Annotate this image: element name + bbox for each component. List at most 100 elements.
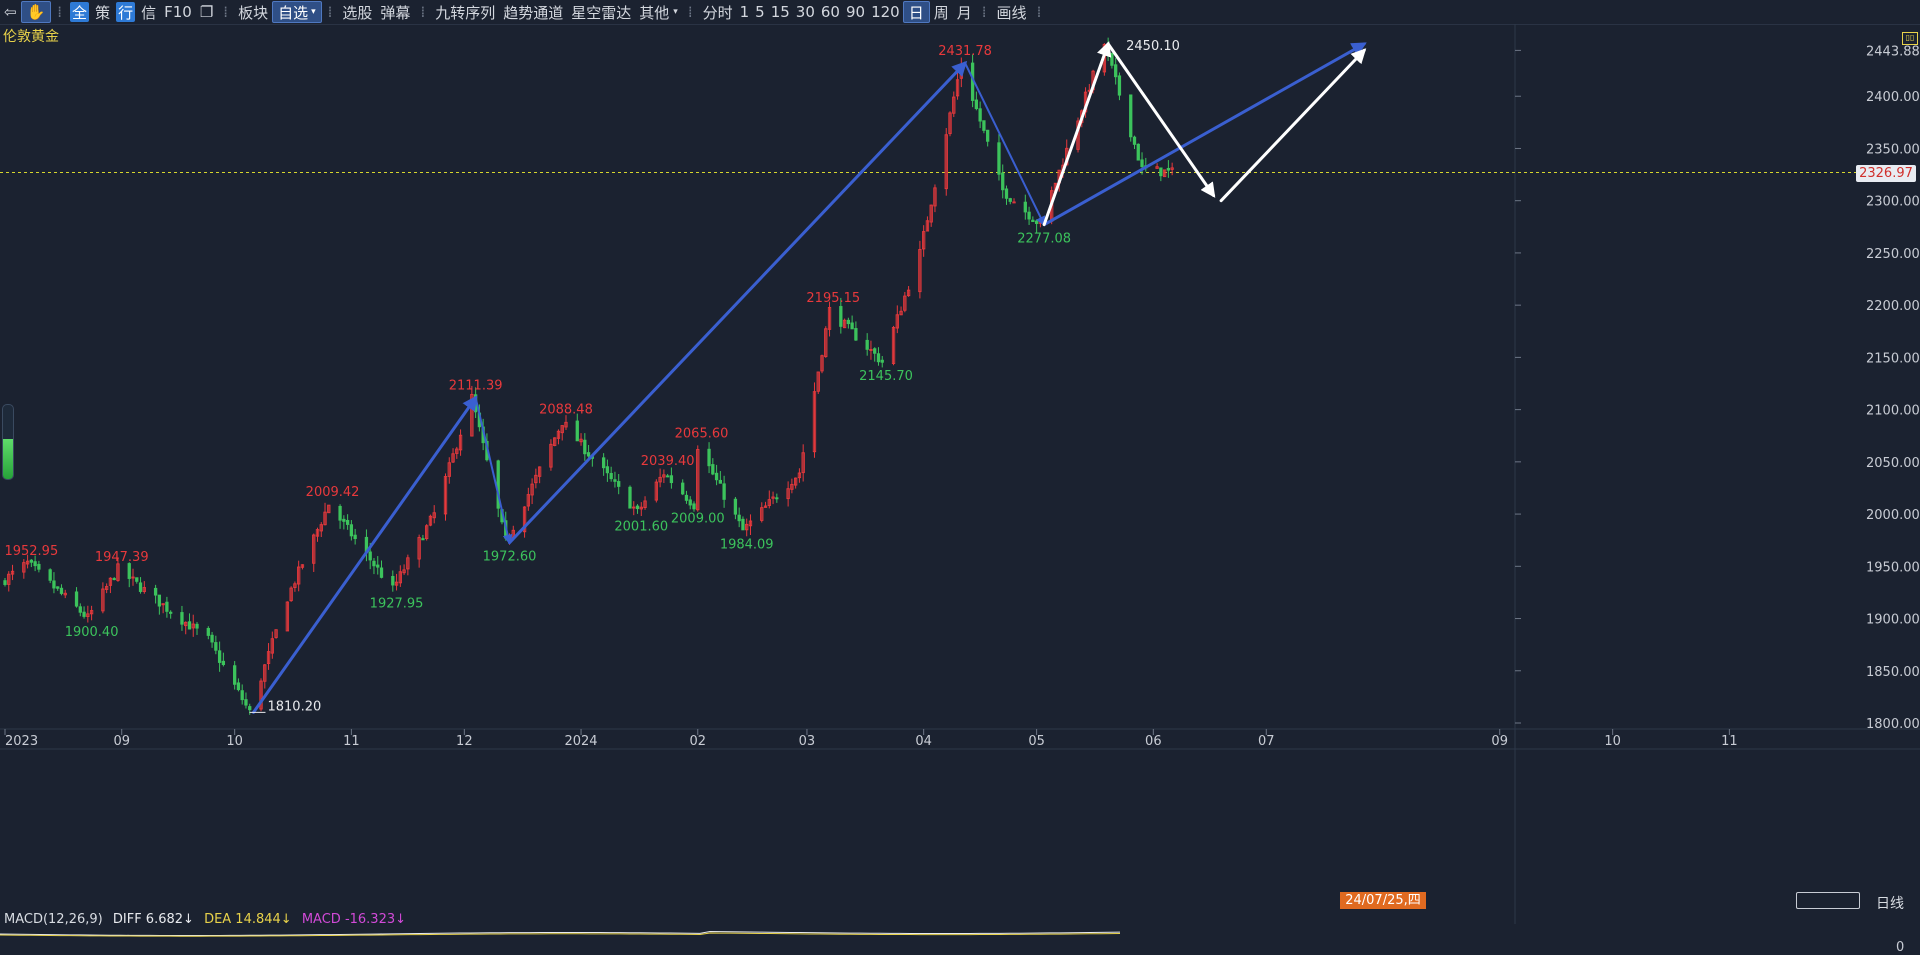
candle-body [748, 520, 753, 527]
candle-body [1114, 64, 1118, 78]
candle-body [794, 477, 798, 486]
panel-toggle-icon[interactable]: ▯▯ [1902, 32, 1918, 45]
period-5min[interactable]: 5 [755, 3, 765, 21]
toolbar-item-all[interactable]: 全 [70, 2, 90, 22]
period-90min[interactable]: 90 [845, 3, 866, 21]
candle-body [1117, 75, 1122, 96]
toolbar-item-market[interactable]: 行 [116, 2, 136, 22]
candle-body [187, 621, 192, 630]
toolbar-item-nine-turn[interactable]: 九转序列 [435, 3, 496, 22]
toolbar-item-info[interactable]: 信 [141, 3, 157, 22]
candle-body [1023, 201, 1027, 213]
toolbar-item-stock-picker[interactable]: 选股 [342, 3, 373, 22]
toolbar-item-trend-channel[interactable]: 趋势通道 [503, 3, 564, 22]
candle-body [33, 561, 37, 567]
candle-body [662, 474, 666, 478]
period-1min[interactable]: 1 [739, 3, 750, 21]
toolbar-item-other[interactable]: 其他 ▾ [635, 2, 682, 22]
toolbar-item-sector[interactable]: 板块 [238, 3, 269, 22]
left-scroll-slider[interactable] [2, 404, 14, 480]
candle-body [52, 580, 56, 589]
price-chart[interactable]: 1952.95 1900.40 1947.39 1810.20 2009.42 1927.… [0, 24, 1920, 955]
date-tick-label: 11 [1721, 734, 1738, 749]
toolbar-separator: ⁞ [223, 3, 229, 21]
toolbar-separator: ⁞ [420, 3, 426, 21]
candle-body [1166, 167, 1171, 171]
candle-body [824, 328, 828, 357]
candle-body [112, 578, 116, 581]
candle-body [575, 420, 579, 442]
candle-body [763, 505, 768, 508]
candle-body [391, 575, 395, 586]
period-month[interactable]: 月 [956, 3, 972, 22]
price-tick-label: 1900.00 [1866, 613, 1920, 628]
toolbar-item-star-radar[interactable]: 星空雷达 [571, 3, 632, 22]
candle-body [707, 448, 711, 467]
candle-body [1129, 94, 1133, 138]
candle-body [394, 581, 399, 586]
candle-body [929, 204, 933, 223]
candle-body [184, 621, 188, 627]
candle-body [692, 503, 696, 510]
candle-body [105, 586, 109, 590]
candle-body [1004, 188, 1009, 199]
instrument-name: 伦敦黄金 [3, 28, 59, 45]
candle-body [1001, 172, 1005, 191]
toolbar-item-danmaku[interactable]: 弹幕 [380, 3, 411, 22]
candle-body [925, 220, 930, 232]
price-tick-label: 1950.00 [1866, 560, 1920, 575]
date-tick-label: 12 [456, 734, 473, 749]
watchlist-dropdown[interactable]: 自选 ▾ [272, 1, 322, 23]
window-icon[interactable]: ❐ [199, 3, 214, 21]
date-tick-label: 10 [226, 734, 243, 749]
toolbar-item-f10[interactable]: F10 [164, 3, 192, 21]
macd-value: MACD -16.323↓ [301, 912, 407, 927]
candle-body [1170, 167, 1174, 170]
candle-body [556, 430, 561, 439]
timeline-scroll-thumb[interactable] [1796, 892, 1860, 909]
macd-header: MACD(12,26,9) DIFF 6.682↓ DEA 14.844↓ MA… [4, 912, 412, 930]
toolbar-item-draw-line[interactable]: 画线 [996, 3, 1027, 22]
candle-body [101, 588, 105, 612]
candle-body [1155, 166, 1159, 169]
candle-body [428, 515, 433, 526]
period-week[interactable]: 周 [933, 3, 949, 22]
candle-body [376, 564, 380, 568]
macd-title: MACD(12,26,9) [4, 912, 103, 927]
date-tick-label: 09 [1491, 734, 1508, 749]
candle-body [537, 466, 542, 477]
candle-body [312, 534, 316, 564]
back-icon[interactable]: ⇦ [4, 3, 17, 21]
date-tick-label: 10 [1604, 734, 1621, 749]
projection-arrow [1219, 48, 1367, 203]
price-annotation: 1972.60 [483, 550, 537, 565]
candle-body [59, 587, 64, 594]
candle-body [1034, 220, 1039, 224]
date-tick-label: 05 [1028, 734, 1045, 749]
projection-arrow [1106, 42, 1216, 198]
period-15min[interactable]: 15 [770, 3, 790, 21]
candle-body [297, 566, 301, 585]
toolbar-item-strategy[interactable]: 策 [95, 3, 111, 22]
candle-body [775, 497, 779, 500]
left-slider-fill [3, 439, 13, 479]
candle-body [37, 563, 41, 570]
candle-body [617, 481, 621, 487]
period-day[interactable]: 日 [902, 1, 930, 23]
candle-body [665, 475, 670, 478]
macd-zero-label: 0 [1896, 940, 1905, 955]
candle-body [135, 577, 139, 582]
candle-body [553, 437, 557, 446]
trend-arrow [964, 62, 1046, 227]
date-tick-label: 03 [799, 734, 816, 749]
toolbar: ⇦ ✋ ⁞ 全 策 行 信 F10 ❐ ⁞ 板块 自选 ▾ ⁞ 选股 弹幕 ⁞ 九… [0, 0, 1920, 25]
period-30min[interactable]: 30 [795, 3, 815, 21]
hand-tool-icon[interactable]: ✋ [20, 1, 52, 23]
candle-body [236, 682, 241, 691]
price-annotation: 2001.60 [614, 519, 668, 534]
candle-body [248, 706, 252, 711]
period-120min[interactable]: 120 [871, 3, 900, 21]
period-intraday[interactable]: 分时 [702, 3, 733, 22]
candle-body [345, 519, 350, 525]
period-60min[interactable]: 60 [820, 3, 840, 21]
